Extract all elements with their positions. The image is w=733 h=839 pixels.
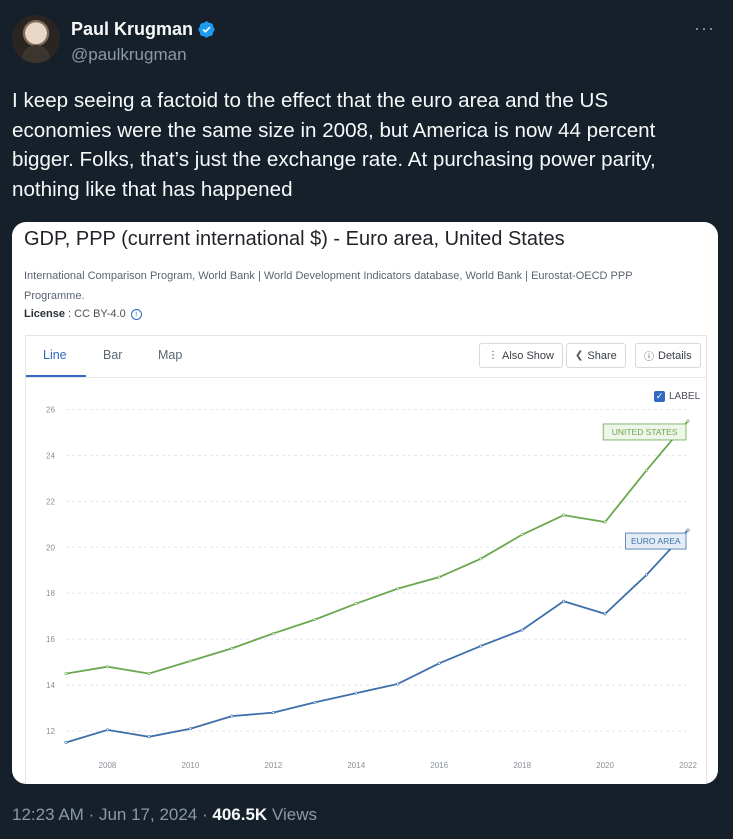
- series-label-box: [602, 423, 687, 441]
- license-value: : CC BY-4.0: [64, 308, 126, 320]
- data-point: [64, 672, 68, 676]
- chart-panel: Line Bar Map ⋮ Also Show ❮ Share ⓘ Detai…: [25, 335, 707, 784]
- data-point: [562, 513, 566, 517]
- views-label: Views: [271, 805, 317, 824]
- author-row: Paul Krugman: [71, 19, 216, 40]
- x-tick-label: 2012: [264, 761, 282, 770]
- tab-line[interactable]: Line: [43, 348, 67, 362]
- y-tick-label: 24: [46, 451, 55, 460]
- data-point: [520, 628, 524, 632]
- tweet-line: I keep seeing a factoid to the effect th…: [12, 89, 609, 112]
- checkbox-checked-icon[interactable]: ✓: [654, 391, 665, 402]
- data-point: [271, 711, 275, 715]
- license-row: License : CC BY-4.0 i: [24, 308, 142, 320]
- tweet-time[interactable]: 12:23 AM: [12, 805, 84, 824]
- series-label: UNITED STATES: [612, 427, 678, 437]
- data-point: [603, 612, 607, 616]
- data-point: [230, 714, 234, 718]
- data-point: [313, 700, 317, 704]
- data-point: [354, 691, 358, 695]
- data-point: [562, 599, 566, 603]
- source-line: Programme.: [24, 290, 85, 302]
- x-tick-label: 2014: [347, 761, 365, 770]
- label-toggle-text: LABEL: [669, 391, 701, 402]
- active-tab-indicator: [26, 375, 86, 377]
- x-tick-label: 2018: [513, 761, 531, 770]
- data-point: [188, 659, 192, 663]
- y-tick-label: 26: [46, 405, 55, 414]
- data-point: [686, 419, 690, 423]
- data-point: [230, 646, 234, 650]
- data-point: [64, 741, 68, 745]
- share-button[interactable]: ❮ Share: [566, 343, 626, 368]
- series-label-box: [625, 532, 687, 550]
- license-label: License: [24, 308, 65, 320]
- vertical-dots-icon: ⋮: [488, 350, 498, 361]
- data-point: [396, 682, 400, 686]
- tweet-line: nothing like that has happened: [12, 177, 293, 201]
- source-text: International Comparison Program, World …: [24, 266, 704, 306]
- also-show-label: Also Show: [502, 349, 554, 362]
- views-count: 406.5K: [212, 805, 268, 824]
- tab-map[interactable]: Map: [158, 348, 183, 362]
- author-name[interactable]: Paul Krugman: [71, 19, 194, 39]
- timestamp-row: 12:23 AM · Jun 17, 2024 · 406.5K Views: [12, 805, 317, 824]
- data-point: [188, 727, 192, 731]
- details-label: Details: [658, 349, 692, 362]
- y-tick-label: 22: [46, 497, 55, 506]
- x-tick-label: 2016: [430, 761, 448, 770]
- info-icon[interactable]: i: [130, 308, 142, 320]
- info-circle-icon: ⓘ: [644, 352, 654, 363]
- y-tick-label: 12: [46, 727, 55, 736]
- tweet-text: I keep seeing a factoid to the effect th…: [12, 86, 702, 204]
- series-label: EURO AREA: [631, 536, 681, 546]
- y-tick-label: 14: [46, 681, 55, 690]
- data-point: [686, 528, 690, 532]
- x-tick-label: 2008: [99, 761, 117, 770]
- author-handle[interactable]: @paulkrugman: [71, 45, 187, 64]
- y-tick-label: 16: [46, 635, 55, 644]
- data-point: [437, 661, 441, 665]
- verified-badge-icon: [198, 21, 215, 38]
- x-tick-label: 2010: [182, 761, 200, 770]
- data-point: [396, 587, 400, 591]
- data-point: [520, 533, 524, 537]
- data-point: [354, 602, 358, 606]
- y-tick-label: 18: [46, 589, 55, 598]
- data-point: [437, 575, 441, 579]
- data-point: [147, 672, 151, 676]
- tab-bar[interactable]: Bar: [103, 348, 123, 362]
- source-line: International Comparison Program, World …: [24, 270, 633, 282]
- data-point: [645, 468, 649, 472]
- data-point: [271, 631, 275, 635]
- series-line: [65, 420, 689, 675]
- data-point: [479, 557, 483, 561]
- also-show-button[interactable]: ⋮ Also Show: [479, 343, 563, 368]
- data-point: [105, 665, 109, 669]
- card-title: GDP, PPP (current international $) - Eur…: [24, 228, 565, 250]
- data-point: [603, 520, 607, 524]
- more-horizontal-icon[interactable]: ···: [694, 18, 715, 38]
- share-icon: ❮: [575, 350, 584, 361]
- details-button[interactable]: ⓘ Details: [635, 343, 701, 368]
- data-point: [313, 618, 317, 622]
- media-card[interactable]: GDP, PPP (current international $) - Eur…: [12, 222, 718, 784]
- tweet-date[interactable]: Jun 17, 2024: [98, 805, 198, 824]
- data-point: [479, 644, 483, 648]
- label-toggle[interactable]: ✓ LABEL: [654, 391, 700, 402]
- x-tick-label: 2020: [596, 761, 614, 770]
- data-point: [147, 735, 151, 739]
- series-line: [65, 529, 689, 744]
- data-point: [105, 728, 109, 732]
- tweet-line: bigger. Folks, that’s just the exchange …: [12, 148, 656, 171]
- avatar[interactable]: [12, 15, 60, 63]
- tweet-line: economies were the same size in 2008, bu…: [12, 118, 656, 142]
- x-tick-label: 2022: [679, 761, 697, 770]
- chart-tabs: Line Bar Map ⋮ Also Show ❮ Share ⓘ Detai…: [26, 336, 706, 378]
- y-tick-label: 20: [46, 543, 55, 552]
- data-point: [645, 573, 649, 577]
- share-label: Share: [587, 349, 617, 362]
